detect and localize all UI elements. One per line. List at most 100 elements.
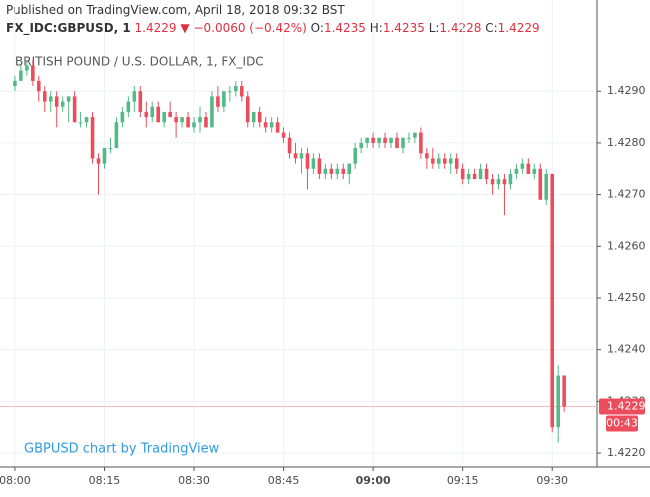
candle-body: [54, 96, 59, 107]
candle-body: [329, 168, 334, 174]
candle-body: [72, 96, 77, 123]
candle-body: [526, 163, 531, 174]
candle-body: [263, 122, 268, 128]
published: Published on TradingView.com, April 18, …: [6, 3, 345, 17]
x-tick-label: 09:30: [536, 474, 568, 487]
candle-body: [317, 158, 322, 174]
low-value: 1.4228: [439, 21, 482, 35]
candle-body: [490, 179, 495, 185]
candle-body: [150, 106, 155, 118]
quote-line: FX_IDC:GBPUSD, 1 1.4229 ▼ −0.0060 (−0.42…: [6, 21, 540, 35]
candle-body: [454, 158, 459, 169]
candle-body: [448, 158, 453, 164]
candle-body: [514, 168, 519, 174]
candle-body: [419, 132, 423, 154]
candle-body: [305, 153, 310, 169]
candle-body: [60, 101, 65, 107]
candle-body: [84, 117, 89, 123]
candle-body: [66, 96, 71, 102]
low-label: L:: [428, 21, 440, 35]
candle-body: [431, 158, 435, 164]
candle-body: [210, 96, 214, 128]
candle-body: [395, 137, 399, 149]
change: −0.0060 (−0.42%): [193, 21, 307, 35]
candle-body: [180, 117, 184, 123]
candle-body: [377, 137, 381, 143]
candle-body: [538, 168, 543, 200]
x-tick-label: 08:15: [89, 474, 121, 487]
close-label: C:: [485, 21, 498, 35]
y-tick-label: 1.4220: [607, 446, 646, 459]
candle-body: [562, 375, 566, 407]
countdown-label: 00:43: [606, 417, 638, 430]
candle-body: [335, 168, 340, 174]
candle-body: [251, 111, 256, 123]
candle-body: [42, 91, 47, 102]
candle-body: [556, 375, 560, 428]
candle-body: [544, 173, 549, 200]
x-tick-label: 08:00: [0, 474, 31, 487]
candle-body: [126, 101, 131, 112]
candle-body: [478, 168, 483, 180]
candle-body: [204, 117, 208, 128]
symbol: FX_IDC:GBPUSD, 1: [6, 21, 131, 35]
candle-body: [228, 91, 232, 93]
last-price-box: [599, 398, 645, 415]
x-tick-label: 09:15: [447, 474, 479, 487]
close-value: 1.4229: [497, 21, 540, 35]
candle-body: [31, 65, 35, 81]
candle-body: [311, 158, 316, 169]
y-tick-label: 1.4280: [607, 136, 646, 149]
candle-body: [383, 137, 387, 143]
candle-body: [192, 122, 196, 128]
candle-body: [287, 137, 292, 154]
candle-body: [508, 173, 513, 185]
candle-body: [96, 158, 101, 164]
candle-body: [25, 65, 29, 71]
candle-body: [299, 153, 304, 159]
candle-body: [472, 173, 477, 180]
candle-body: [162, 111, 166, 123]
candle-body: [132, 91, 137, 102]
candle-body: [13, 80, 17, 87]
candle-body: [281, 132, 286, 138]
candle-body: [442, 158, 447, 164]
candle-body: [239, 86, 244, 97]
candle-body: [168, 111, 172, 118]
candle-body: [245, 96, 250, 123]
candle-body: [466, 173, 471, 180]
candle-body: [550, 173, 555, 428]
candle-body: [234, 86, 238, 92]
candle-body: [347, 163, 352, 174]
candle-body: [19, 70, 23, 81]
candle-body: [520, 163, 525, 169]
candle-body: [425, 153, 429, 159]
candle-body: [341, 168, 346, 174]
candle-body: [222, 91, 226, 107]
candle-body: [102, 148, 107, 164]
candle-body: [186, 117, 190, 128]
candle-body: [389, 137, 393, 143]
watermark: GBPUSD chart by TradingView: [24, 442, 220, 457]
candle-body: [496, 179, 501, 185]
candle-body: [78, 122, 83, 124]
last-price-label: 1.4229: [607, 400, 646, 413]
candle-body: [484, 168, 489, 180]
y-tick-label: 1.4250: [607, 291, 646, 304]
published-line: Published on TradingView.com, April 18, …: [6, 3, 345, 17]
candle-body: [198, 117, 202, 123]
open-value: 1.4235: [323, 21, 366, 35]
candle-body: [138, 91, 143, 112]
candle-body: [90, 117, 95, 159]
x-tick-label: 08:30: [178, 474, 210, 487]
candle-body: [401, 137, 405, 149]
candle-body: [156, 106, 160, 123]
y-tick-label: 1.4240: [607, 343, 646, 356]
candle-body: [269, 122, 274, 128]
y-tick-label: 1.4260: [607, 239, 646, 252]
candle-body: [108, 148, 113, 150]
candle-body: [216, 96, 220, 107]
chart-title: BRITISH POUND / U.S. DOLLAR, 1, FX_IDC: [15, 55, 264, 69]
